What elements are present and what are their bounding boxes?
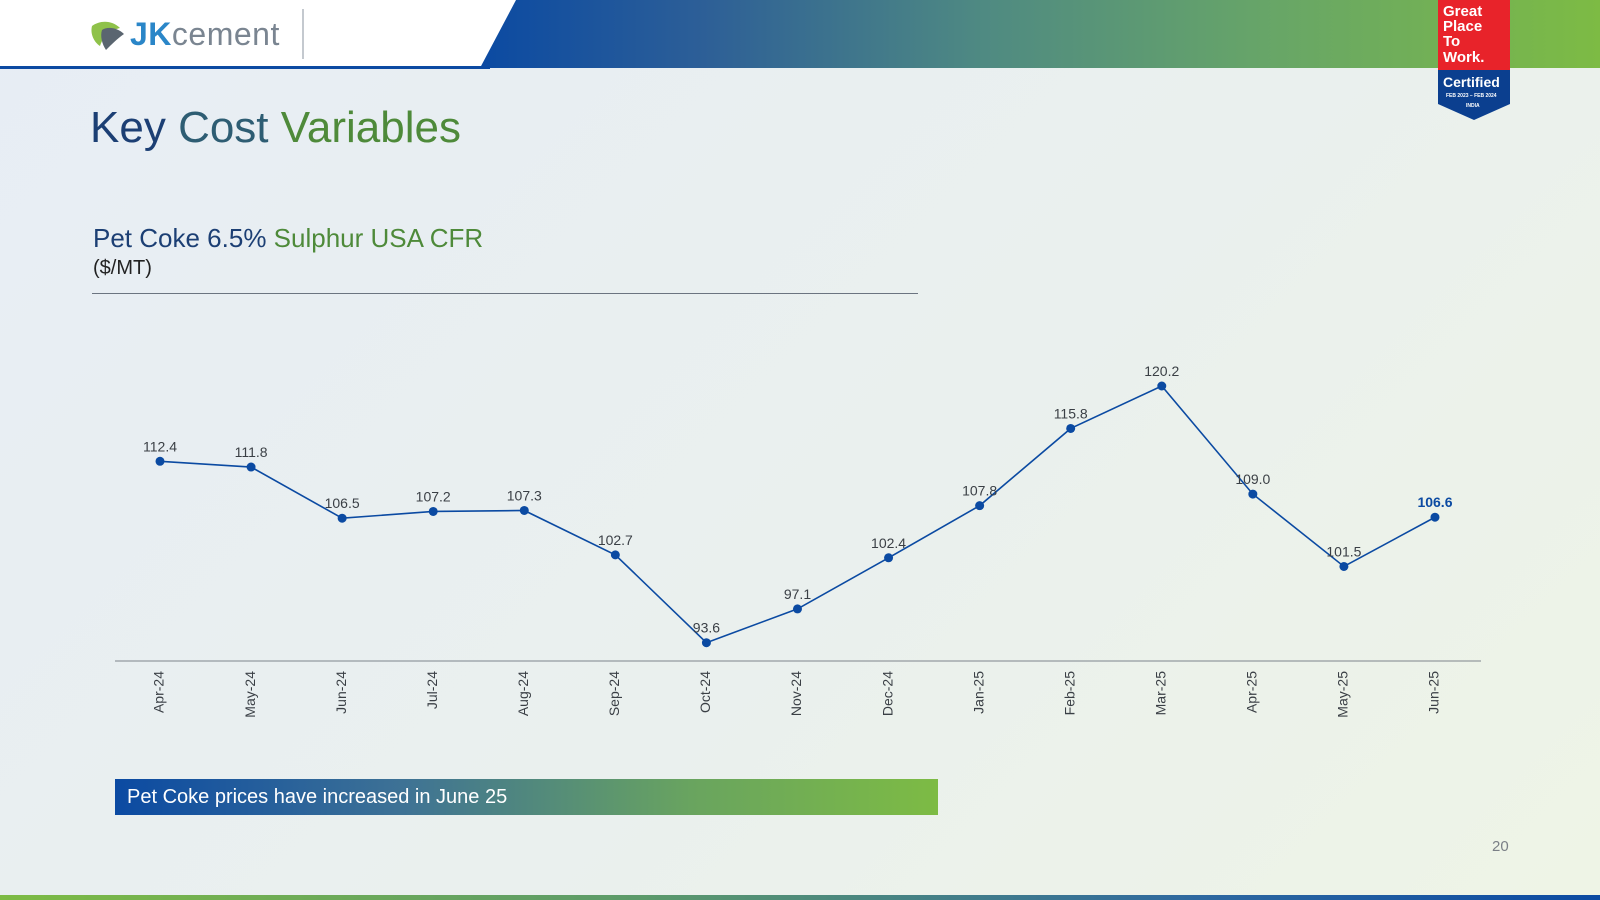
- data-label: 112.4: [143, 438, 177, 454]
- badge-period: FEB 2023 – FEB 2024: [1446, 93, 1497, 99]
- x-tick-label: Apr-24: [151, 671, 167, 713]
- chart-title: Pet Coke 6.5% Sulphur USA CFR: [93, 222, 483, 254]
- badge-line-3: To: [1443, 33, 1460, 50]
- x-tick-label: Jul-24: [424, 671, 440, 709]
- logo-text-prefix: JK: [130, 16, 172, 52]
- data-point: [337, 513, 347, 523]
- x-tick-label: Apr-25: [1244, 671, 1260, 713]
- chart-title-rule: [92, 293, 918, 294]
- badge-country: INDIA: [1466, 103, 1480, 109]
- data-label: 111.8: [235, 444, 268, 460]
- data-point: [610, 550, 620, 560]
- data-point: [884, 553, 894, 563]
- data-label: 107.8: [962, 483, 997, 499]
- great-place-to-work-badge: Great Place To Work. Certified FEB 2023 …: [1438, 0, 1510, 120]
- footer-bar: [0, 895, 1600, 900]
- data-point: [701, 638, 711, 648]
- logo-text: JKcement: [130, 16, 280, 52]
- x-tick-label: Jun-25: [1426, 671, 1442, 714]
- data-label: 120.2: [1144, 363, 1179, 379]
- badge-line-2: Place: [1443, 18, 1482, 35]
- data-label: 93.6: [693, 620, 720, 636]
- data-point: [975, 501, 985, 511]
- data-label: 106.5: [325, 495, 360, 511]
- data-point: [1248, 489, 1258, 499]
- key-insight-banner: Pet Coke prices have increased in June 2…: [115, 779, 938, 815]
- badge-certified: Certified: [1443, 74, 1500, 90]
- x-tick-label: May-24: [242, 671, 258, 718]
- logo-separator: [302, 9, 304, 59]
- data-point: [1066, 423, 1076, 433]
- data-label: 115.8: [1054, 405, 1088, 421]
- x-tick-label: Feb-25: [1061, 671, 1077, 716]
- data-label: 106.6: [1417, 494, 1452, 510]
- badge-line-1: Great: [1443, 3, 1482, 20]
- chart-unit: ($/MT): [93, 257, 152, 279]
- data-point: [1339, 561, 1349, 571]
- series-line: [159, 385, 1436, 644]
- data-point: [1157, 381, 1167, 391]
- data-point: [246, 462, 256, 472]
- data-label: 107.2: [416, 488, 451, 504]
- page-title-part-2: Cost: [178, 103, 269, 152]
- x-tick-label: Jan-25: [970, 671, 986, 714]
- x-tick-label: Sep-24: [606, 671, 622, 716]
- data-label: 102.7: [598, 532, 633, 548]
- page-number: 20: [1492, 838, 1509, 855]
- x-tick-label: Oct-24: [697, 671, 713, 713]
- header-gradient-band: [480, 0, 1600, 68]
- data-label: 109.0: [1235, 471, 1270, 487]
- page-title-part-3: Variables: [280, 103, 461, 152]
- data-label: 101.5: [1326, 543, 1361, 559]
- x-tick-label: Aug-24: [515, 671, 531, 716]
- x-tick-label: May-25: [1335, 671, 1351, 718]
- line-chart: 112.4 111.8 106.5 107.2 107.3 102.7 93.6 97.1 10…: [115, 363, 1481, 718]
- company-logo: JKcement: [90, 15, 280, 53]
- x-tick-label: Mar-25: [1152, 671, 1168, 716]
- data-point: [519, 505, 529, 515]
- data-point: [1430, 512, 1440, 522]
- page-title: Key Cost Variables: [90, 100, 461, 156]
- data-label: 97.1: [784, 586, 811, 602]
- data-label: 102.4: [871, 535, 906, 551]
- chart-title-part-2: Sulphur USA CFR: [273, 223, 484, 253]
- logo-text-suffix: cement: [171, 16, 280, 52]
- data-point: [428, 506, 438, 516]
- logo-leaf-icon: [91, 21, 124, 50]
- x-tick-label: Jun-24: [333, 671, 349, 714]
- data-point: [792, 604, 802, 614]
- page-title-part-1: Key: [90, 103, 166, 152]
- x-tick-label: Dec-24: [879, 671, 895, 716]
- chart-title-part-1: Pet Coke 6.5%: [93, 223, 267, 253]
- badge-line-4: Work.: [1443, 49, 1484, 66]
- x-tick-label: Nov-24: [788, 671, 804, 716]
- header-bar: [0, 0, 1600, 69]
- data-label: 107.3: [507, 487, 542, 503]
- data-point: [155, 456, 165, 466]
- header-underline: [0, 66, 490, 69]
